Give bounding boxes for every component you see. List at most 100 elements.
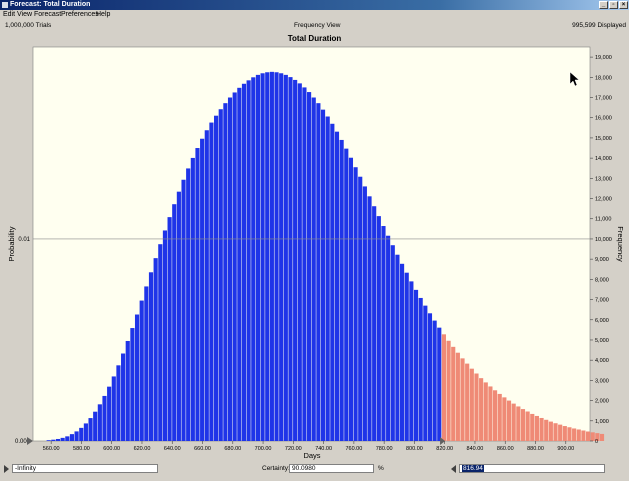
right-tick-label: 1,000: [595, 419, 609, 425]
histogram-bar: [125, 340, 130, 441]
histogram-bar: [307, 92, 312, 441]
histogram-bar: [316, 103, 321, 442]
maximize-button[interactable]: ▫: [609, 1, 618, 9]
histogram-bar: [46, 440, 51, 441]
menu-preferences[interactable]: Preferences: [61, 11, 99, 18]
histogram-bar: [511, 403, 516, 441]
x-tick-label: 640.00: [164, 446, 181, 452]
right-arrow-icon[interactable]: [451, 465, 456, 473]
histogram-bar: [144, 286, 149, 441]
menu-edit[interactable]: Edit: [3, 11, 16, 18]
histogram-bar: [60, 437, 65, 441]
x-tick-label: 740.00: [315, 446, 332, 452]
histogram-bar: [288, 77, 293, 442]
histogram-bar: [386, 235, 391, 441]
histogram-bar: [339, 139, 344, 441]
histogram-bar: [534, 415, 539, 441]
histogram-bar: [74, 431, 79, 441]
x-tick-label: 900.00: [557, 446, 574, 452]
certainty-input[interactable]: 90.0980: [289, 464, 374, 473]
left-arrow-icon[interactable]: [4, 465, 9, 473]
close-button[interactable]: ×: [619, 1, 628, 9]
left-value-input[interactable]: -Infinity: [12, 464, 158, 473]
y-axis-label-left: Probability: [7, 226, 16, 261]
histogram-bar: [516, 406, 521, 441]
histogram-bar: [279, 73, 284, 442]
app-icon: [2, 2, 8, 8]
minimize-button[interactable]: _: [599, 1, 608, 9]
x-tick-label: 880.00: [527, 446, 544, 452]
histogram-bar: [97, 404, 102, 441]
histogram-bar: [437, 327, 442, 441]
histogram-bar: [69, 434, 75, 441]
histogram-bar: [427, 313, 433, 441]
right-tick-label: 6,000: [595, 318, 609, 324]
histogram-bar: [358, 176, 363, 441]
histogram-bar: [51, 439, 56, 441]
histogram-bar: [162, 230, 168, 441]
certainty-label: Certainty:: [262, 465, 290, 472]
right-tick-label: 2,000: [595, 399, 609, 405]
mouse-cursor-icon: [569, 71, 580, 87]
histogram-bar: [88, 418, 93, 441]
right-value-input[interactable]: 816.94: [459, 464, 605, 473]
histogram-bar: [181, 179, 186, 441]
right-tick-label: 4,000: [595, 358, 609, 364]
histogram-bar: [325, 116, 330, 441]
histogram-bar: [102, 395, 107, 441]
histogram-bar: [320, 109, 326, 441]
histogram-bar: [469, 368, 474, 441]
histogram-bar: [334, 131, 340, 441]
view-mode: Frequency View: [294, 22, 341, 29]
histogram-bar: [381, 226, 386, 441]
menu-bar: Edit View Forecast Preferences Help: [0, 10, 629, 20]
histogram-bar: [479, 378, 484, 441]
right-tick-label: 11,000: [595, 217, 611, 223]
histogram-bar: [599, 433, 605, 441]
histogram-bar: [409, 281, 414, 441]
histogram-bar: [274, 72, 279, 441]
right-value-selection: 816.94: [462, 465, 484, 472]
histogram-bar: [544, 419, 549, 441]
x-tick-label: 620.00: [134, 446, 151, 452]
histogram-bar: [330, 123, 335, 441]
menu-help[interactable]: Help: [96, 11, 111, 18]
x-tick-label: 820.00: [436, 446, 453, 452]
histogram-bar: [83, 423, 88, 441]
histogram-bar: [418, 297, 423, 441]
histogram-bar: [246, 80, 251, 441]
histogram-bar: [130, 328, 135, 441]
x-tick-label: 680.00: [224, 446, 241, 452]
histogram-bar: [251, 77, 256, 441]
histogram-bar: [525, 411, 530, 441]
displayed-count: 995,599 Displayed: [572, 22, 626, 29]
histogram-bar: [502, 397, 507, 441]
histogram-bar: [590, 432, 595, 441]
histogram-bar: [576, 429, 581, 441]
histogram-bar: [167, 217, 172, 441]
histogram-bar: [483, 382, 488, 441]
histogram-bar: [116, 365, 121, 441]
histogram-bar: [558, 424, 563, 441]
left-grabber-handle[interactable]: [27, 437, 33, 445]
histogram-bar: [269, 71, 274, 441]
histogram-bar: [265, 72, 270, 441]
right-grabber-handle[interactable]: [440, 437, 446, 445]
right-tick-label: 18,000: [595, 75, 612, 81]
histogram-bar: [432, 320, 437, 441]
menu-forecast[interactable]: Forecast: [34, 11, 62, 18]
right-tick-label: 19,000: [595, 55, 612, 61]
left-tick-0-01: 0.01: [18, 237, 30, 243]
left-tick-0: 0.000: [15, 439, 31, 445]
histogram-bar: [190, 157, 195, 441]
histogram-bar: [227, 97, 233, 441]
histogram-bar: [530, 413, 535, 441]
histogram-bar: [423, 305, 428, 441]
histogram-bar: [172, 204, 177, 441]
right-tick-label: 13,000: [595, 176, 612, 182]
histogram-bar: [395, 254, 400, 441]
menu-view[interactable]: View: [17, 11, 33, 18]
histogram-bar: [390, 245, 395, 441]
y-axis-label-right: Frequency: [616, 226, 625, 262]
histogram-bar: [465, 363, 470, 441]
